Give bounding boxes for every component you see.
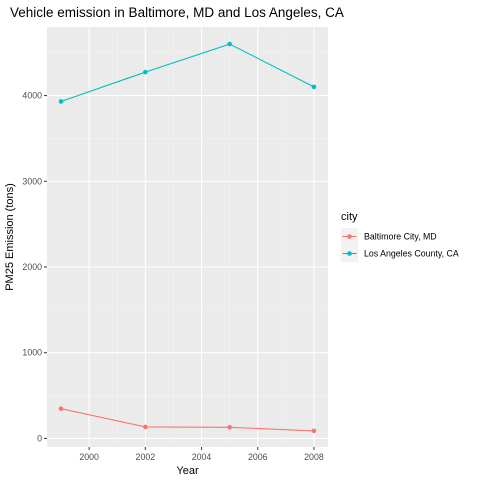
x-tick-label: 2004 [192,452,212,462]
data-point [227,41,232,47]
y-tick-label: 2000 [22,262,42,272]
legend-key-point [347,251,352,256]
data-point [58,406,64,411]
data-point [58,99,64,104]
x-axis-ticks: 2000 2002 2004 2006 2008 [79,447,324,462]
legend-label: Baltimore City, MD [364,232,437,242]
y-tick-label: 1000 [22,348,42,358]
x-tick-label: 2006 [248,452,268,462]
y-tick-label: 4000 [22,91,42,101]
y-axis-title: PM25 Emission (tons) [4,183,16,291]
legend-key-point [347,234,352,239]
data-point [227,424,232,430]
data-point [143,424,148,430]
data-point [311,428,317,434]
legend-label: Los Angeles County, CA [364,249,459,259]
x-tick-label: 2002 [136,452,156,462]
data-point [143,69,148,75]
x-tick-label: 2008 [304,452,324,462]
y-tick-label: 0 [37,433,42,443]
legend: city Baltimore City, MD Los Angeles Count… [341,211,459,262]
series-layer [58,41,317,434]
plot-panel [47,27,328,447]
minor-gridlines [47,27,328,447]
y-tick-label: 3000 [22,176,42,186]
x-tick-label: 2000 [79,452,99,462]
chart-title: Vehicle emission in Baltimore, MD and Lo… [10,5,344,20]
legend-title: city [341,211,358,223]
series-line-0 [60,408,314,432]
series-line-1 [60,43,315,103]
major-gridlines [47,27,328,447]
data-point [311,84,317,90]
x-axis-title: Year [176,465,199,477]
y-axis-ticks: 0 1000 2000 3000 4000 [22,91,47,443]
